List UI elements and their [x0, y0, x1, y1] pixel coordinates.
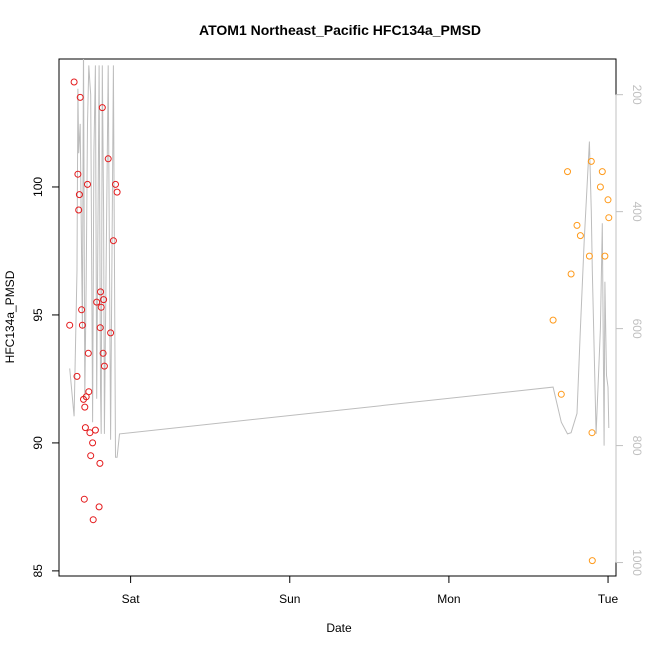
- data-point-series-1: [87, 452, 95, 460]
- data-point-series-1: [107, 329, 115, 337]
- data-point-series-1: [112, 180, 119, 188]
- data-point-series-1: [86, 429, 94, 437]
- data-point-series-1: [73, 372, 81, 380]
- data-point-series-2: [604, 196, 612, 204]
- y2-tick-label: 400: [630, 202, 644, 222]
- data-point-series-2: [576, 232, 584, 240]
- data-point-series-1: [95, 503, 103, 511]
- data-point-series-1: [99, 349, 107, 357]
- data-point-series-1: [100, 296, 108, 304]
- y-tick-label: 95: [31, 308, 45, 322]
- data-point-series-1: [93, 298, 101, 306]
- data-point-series-1: [89, 439, 97, 447]
- y2-tick-label: 200: [630, 85, 644, 105]
- y2-axis: 200 400 600 800 1000: [615, 85, 644, 576]
- y-tick-label: 100: [31, 177, 45, 197]
- data-point-series-1: [81, 403, 89, 411]
- y-tick-label: 85: [31, 564, 45, 578]
- data-point-series-1: [66, 321, 74, 329]
- data-point-series-1: [96, 459, 104, 467]
- data-point-series-1: [96, 324, 104, 332]
- points-layer: [66, 78, 613, 565]
- data-point-series-2: [567, 270, 575, 278]
- data-point-series-2: [564, 168, 571, 176]
- data-point-series-2: [598, 168, 606, 176]
- data-point-series-1: [75, 206, 83, 214]
- data-point-series-1: [104, 155, 112, 163]
- y2-tick-label: 800: [630, 436, 644, 456]
- series-line: [69, 59, 610, 458]
- data-point-series-2: [557, 390, 565, 398]
- y-tick-label: 90: [31, 436, 45, 450]
- data-point-series-1: [78, 306, 86, 314]
- x-axis: Sat Sun Mon Tue: [122, 575, 619, 606]
- y2-tick-label: 600: [630, 319, 644, 339]
- data-point-series-2: [587, 157, 595, 165]
- data-point-series-2: [588, 429, 596, 437]
- data-point-series-1: [70, 78, 78, 86]
- data-point-series-2: [596, 183, 604, 191]
- data-point-series-1: [84, 349, 92, 357]
- data-point-series-1: [76, 93, 84, 101]
- x-axis-label: Date: [326, 621, 352, 635]
- data-point-series-1: [91, 426, 99, 434]
- data-point-series-1: [97, 288, 104, 296]
- x-tick-label: Sun: [279, 592, 300, 606]
- data-point-series-2: [605, 214, 613, 222]
- data-point-series-1: [109, 237, 117, 245]
- data-point-series-1: [89, 516, 97, 524]
- data-point-series-1: [84, 180, 91, 188]
- data-point-series-1: [78, 321, 86, 329]
- data-point-series-1: [97, 303, 105, 311]
- data-point-series-1: [100, 362, 108, 370]
- data-point-series-1: [85, 388, 93, 396]
- line-layer: [69, 59, 610, 458]
- data-point-series-2: [588, 557, 596, 565]
- chart-title: ATOM1 Northeast_Pacific HFC134a_PMSD: [199, 22, 481, 38]
- plot-frame: [58, 58, 617, 577]
- data-point-series-1: [81, 424, 89, 432]
- data-point-series-1: [74, 170, 82, 178]
- x-tick-label: Sat: [122, 592, 141, 606]
- data-point-series-1: [113, 188, 121, 196]
- data-point-series-2: [585, 252, 593, 260]
- x-tick-label: Mon: [437, 592, 460, 606]
- y-axis-label: HFC134a_PMSD: [3, 270, 17, 363]
- data-point-series-2: [549, 316, 557, 324]
- data-point-series-2: [601, 252, 609, 260]
- x-tick-label: Tue: [598, 592, 619, 606]
- y2-tick-label: 1000: [630, 549, 644, 576]
- data-point-series-1: [80, 495, 88, 503]
- data-point-series-1: [75, 191, 83, 199]
- data-point-series-1: [98, 104, 106, 112]
- data-point-series-2: [573, 221, 581, 229]
- y-axis: 85 90 95 100: [31, 177, 60, 578]
